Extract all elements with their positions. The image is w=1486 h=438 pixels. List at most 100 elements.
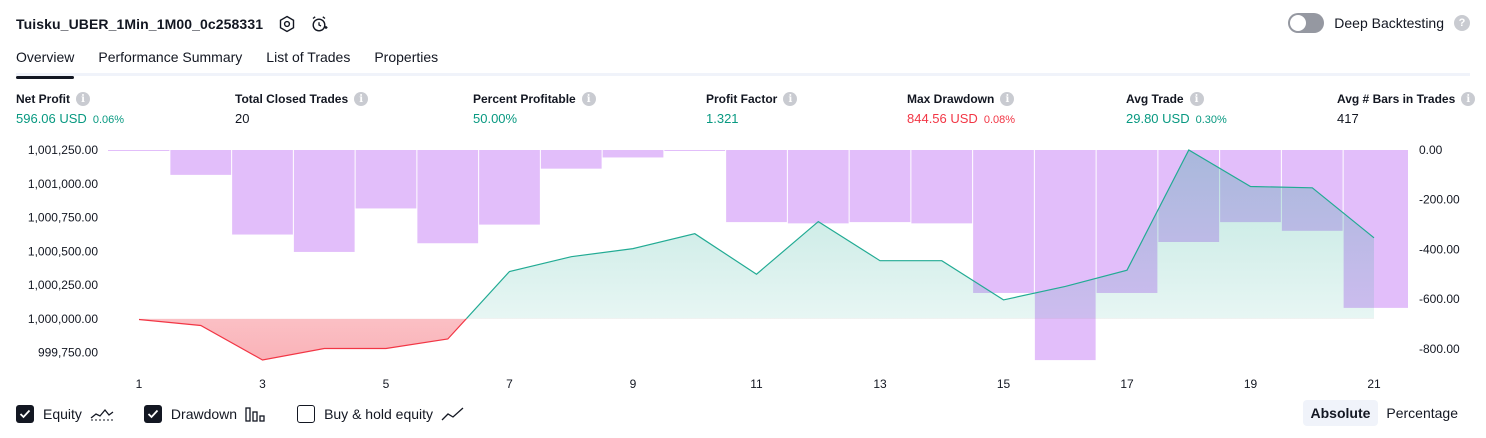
- x-axis-tick-label: 11: [750, 377, 763, 391]
- x-axis-tick-label: 15: [997, 377, 1011, 391]
- x-axis-tick-label: 7: [506, 377, 513, 391]
- strategy-header: Tuisku_UBER_1Min_1M00_0c258331: [16, 12, 329, 36]
- settings-icon[interactable]: [277, 14, 297, 34]
- right-axis-tick-label: -400.00: [1419, 242, 1460, 256]
- left-axis-tick-label: 999,750.00: [38, 346, 98, 360]
- drawdown-bar: [540, 150, 602, 169]
- legend-label: Buy & hold equity: [324, 406, 434, 422]
- metric-value: 596.06 USD: [16, 111, 87, 126]
- metric-value: 29.80 USD: [1126, 111, 1190, 126]
- drawdown-bar: [417, 150, 479, 244]
- absolute-button[interactable]: Absolute: [1302, 400, 1379, 426]
- help-icon[interactable]: ?: [1454, 15, 1470, 31]
- info-icon[interactable]: i: [354, 92, 369, 106]
- left-axis-tick-label: 1,001,000.00: [28, 177, 98, 191]
- metric-label: Avg # Bars in Trades: [1337, 92, 1456, 106]
- info-icon[interactable]: i: [1000, 92, 1015, 106]
- equity-line: [138, 149, 1375, 361]
- drawdown-bar: [293, 150, 355, 252]
- drawdown-bar: [911, 150, 973, 224]
- metric-max-drawdown: Max Drawdown i 844.56 USD 0.08%: [907, 92, 1015, 126]
- left-axis-tick-label: 1,000,750.00: [28, 211, 98, 225]
- drawdown-bar: [355, 150, 417, 209]
- info-icon[interactable]: i: [76, 92, 90, 106]
- metric-total-closed-trades: Total Closed Trades i 20: [235, 92, 369, 126]
- toggle-knob: [1290, 15, 1307, 31]
- chart-legend: Equity Drawdown Buy & hold equity: [16, 402, 495, 426]
- drawdown-bar: [602, 150, 664, 158]
- right-axis: 0.00 -200.00 -400.00 -600.00 -800.00: [1419, 143, 1460, 356]
- drawdown-bar: [726, 150, 787, 223]
- x-axis-tick-label: 21: [1367, 377, 1381, 391]
- strategy-name: Tuisku_UBER_1Min_1M00_0c258331: [16, 16, 264, 32]
- metric-value: 20: [235, 111, 250, 126]
- metric-label: Net Profit: [16, 92, 70, 106]
- info-icon[interactable]: i: [1189, 92, 1204, 106]
- tab-list-of-trades[interactable]: List of Trades: [266, 49, 351, 65]
- drawdown-checkbox[interactable]: [143, 405, 162, 423]
- legend-buy-hold-equity[interactable]: Buy & hold equity: [297, 405, 465, 423]
- left-axis-tick-label: 1,000,000.00: [28, 312, 98, 326]
- metric-avg-bars-in-trades: Avg # Bars in Trades i 417: [1337, 92, 1476, 126]
- drawdown-bar: [787, 150, 849, 224]
- equity-area-negative: [139, 318, 1374, 360]
- left-axis-tick-label: 1,000,250.00: [28, 278, 98, 292]
- report-tabs: Overview Performance Summary List of Tra…: [16, 44, 1470, 79]
- deep-backtesting-control: Deep Backtesting ?: [1288, 13, 1470, 33]
- legend-equity[interactable]: Equity: [16, 405, 114, 423]
- legend-drawdown[interactable]: Drawdown: [143, 405, 267, 423]
- x-axis-tick-label: 17: [1120, 377, 1134, 391]
- right-axis-tick-label: -200.00: [1419, 193, 1460, 207]
- drawdown-bar: [973, 150, 1034, 293]
- metric-value: 417: [1337, 111, 1359, 126]
- right-axis-tick-label: 0.00: [1419, 143, 1443, 157]
- buy-hold-line-icon: [441, 407, 465, 421]
- drawdown-bar: [170, 150, 232, 175]
- metric-profit-factor: Profit Factor i 1.321: [706, 92, 798, 126]
- metric-value: 1.321: [706, 111, 739, 126]
- percentage-button[interactable]: Percentage: [1386, 405, 1458, 421]
- tab-performance-summary[interactable]: Performance Summary: [98, 49, 243, 65]
- drawdown-bar: [479, 150, 540, 225]
- left-axis-tick-label: 1,000,500.00: [28, 244, 98, 258]
- x-axis-tick-label: 13: [873, 377, 887, 391]
- add-alert-icon[interactable]: [309, 14, 329, 34]
- x-axis-tick-label: 9: [630, 377, 637, 391]
- equity-area: [139, 150, 1374, 360]
- metric-value: 844.56 USD: [907, 111, 978, 126]
- right-axis-tick-label: -600.00: [1419, 292, 1460, 306]
- equity-line-positive: [465, 149, 1375, 319]
- metric-percent: 0.30%: [1195, 114, 1227, 126]
- equity-area-positive: [466, 150, 1374, 319]
- drawdown-bar: [1034, 150, 1096, 361]
- equity-checkbox[interactable]: [16, 405, 34, 423]
- legend-label: Equity: [43, 406, 82, 422]
- equity-line-negative: [138, 318, 468, 361]
- info-icon[interactable]: i: [1461, 92, 1476, 106]
- x-axis-tick-label: 1: [136, 377, 143, 391]
- drawdown-bar: [108, 150, 170, 151]
- buy-hold-checkbox[interactable]: [297, 405, 316, 423]
- metric-net-profit: Net Profit i 596.06 USD 0.06%: [16, 92, 124, 126]
- drawdown-bar: [849, 150, 911, 223]
- metric-label: Percent Profitable: [473, 92, 576, 106]
- value-mode-switch: Absolute Percentage: [1302, 400, 1467, 426]
- metric-percent: 0.06%: [92, 114, 125, 126]
- equity-drawdown-chart[interactable]: 1,001,250.00 1,001,000.00 1,000,750.00 1,00…: [0, 138, 1486, 400]
- metric-label: Profit Factor: [706, 92, 778, 106]
- x-axis-tick-label: 3: [259, 377, 266, 391]
- deep-backtesting-toggle[interactable]: [1288, 13, 1325, 33]
- deep-backtesting-label: Deep Backtesting: [1334, 15, 1444, 31]
- drawdown-bar: [232, 150, 293, 235]
- info-icon[interactable]: i: [581, 92, 596, 106]
- info-icon[interactable]: i: [783, 92, 798, 106]
- tab-overview[interactable]: Overview: [16, 44, 75, 79]
- metric-label: Total Closed Trades: [235, 92, 349, 106]
- right-axis-tick-label: -800.00: [1419, 342, 1460, 356]
- tab-properties[interactable]: Properties: [374, 49, 439, 65]
- metric-label: Max Drawdown: [907, 92, 995, 106]
- metric-percent: 0.08%: [983, 114, 1016, 126]
- metric-percent-profitable: Percent Profitable i 50.00%: [473, 92, 596, 126]
- x-axis: 1 3 5 7 9 11 13 15 17 19 21: [136, 377, 1381, 391]
- metrics-row: Net Profit i 596.06 USD 0.06% Total Closed…: [0, 92, 1486, 132]
